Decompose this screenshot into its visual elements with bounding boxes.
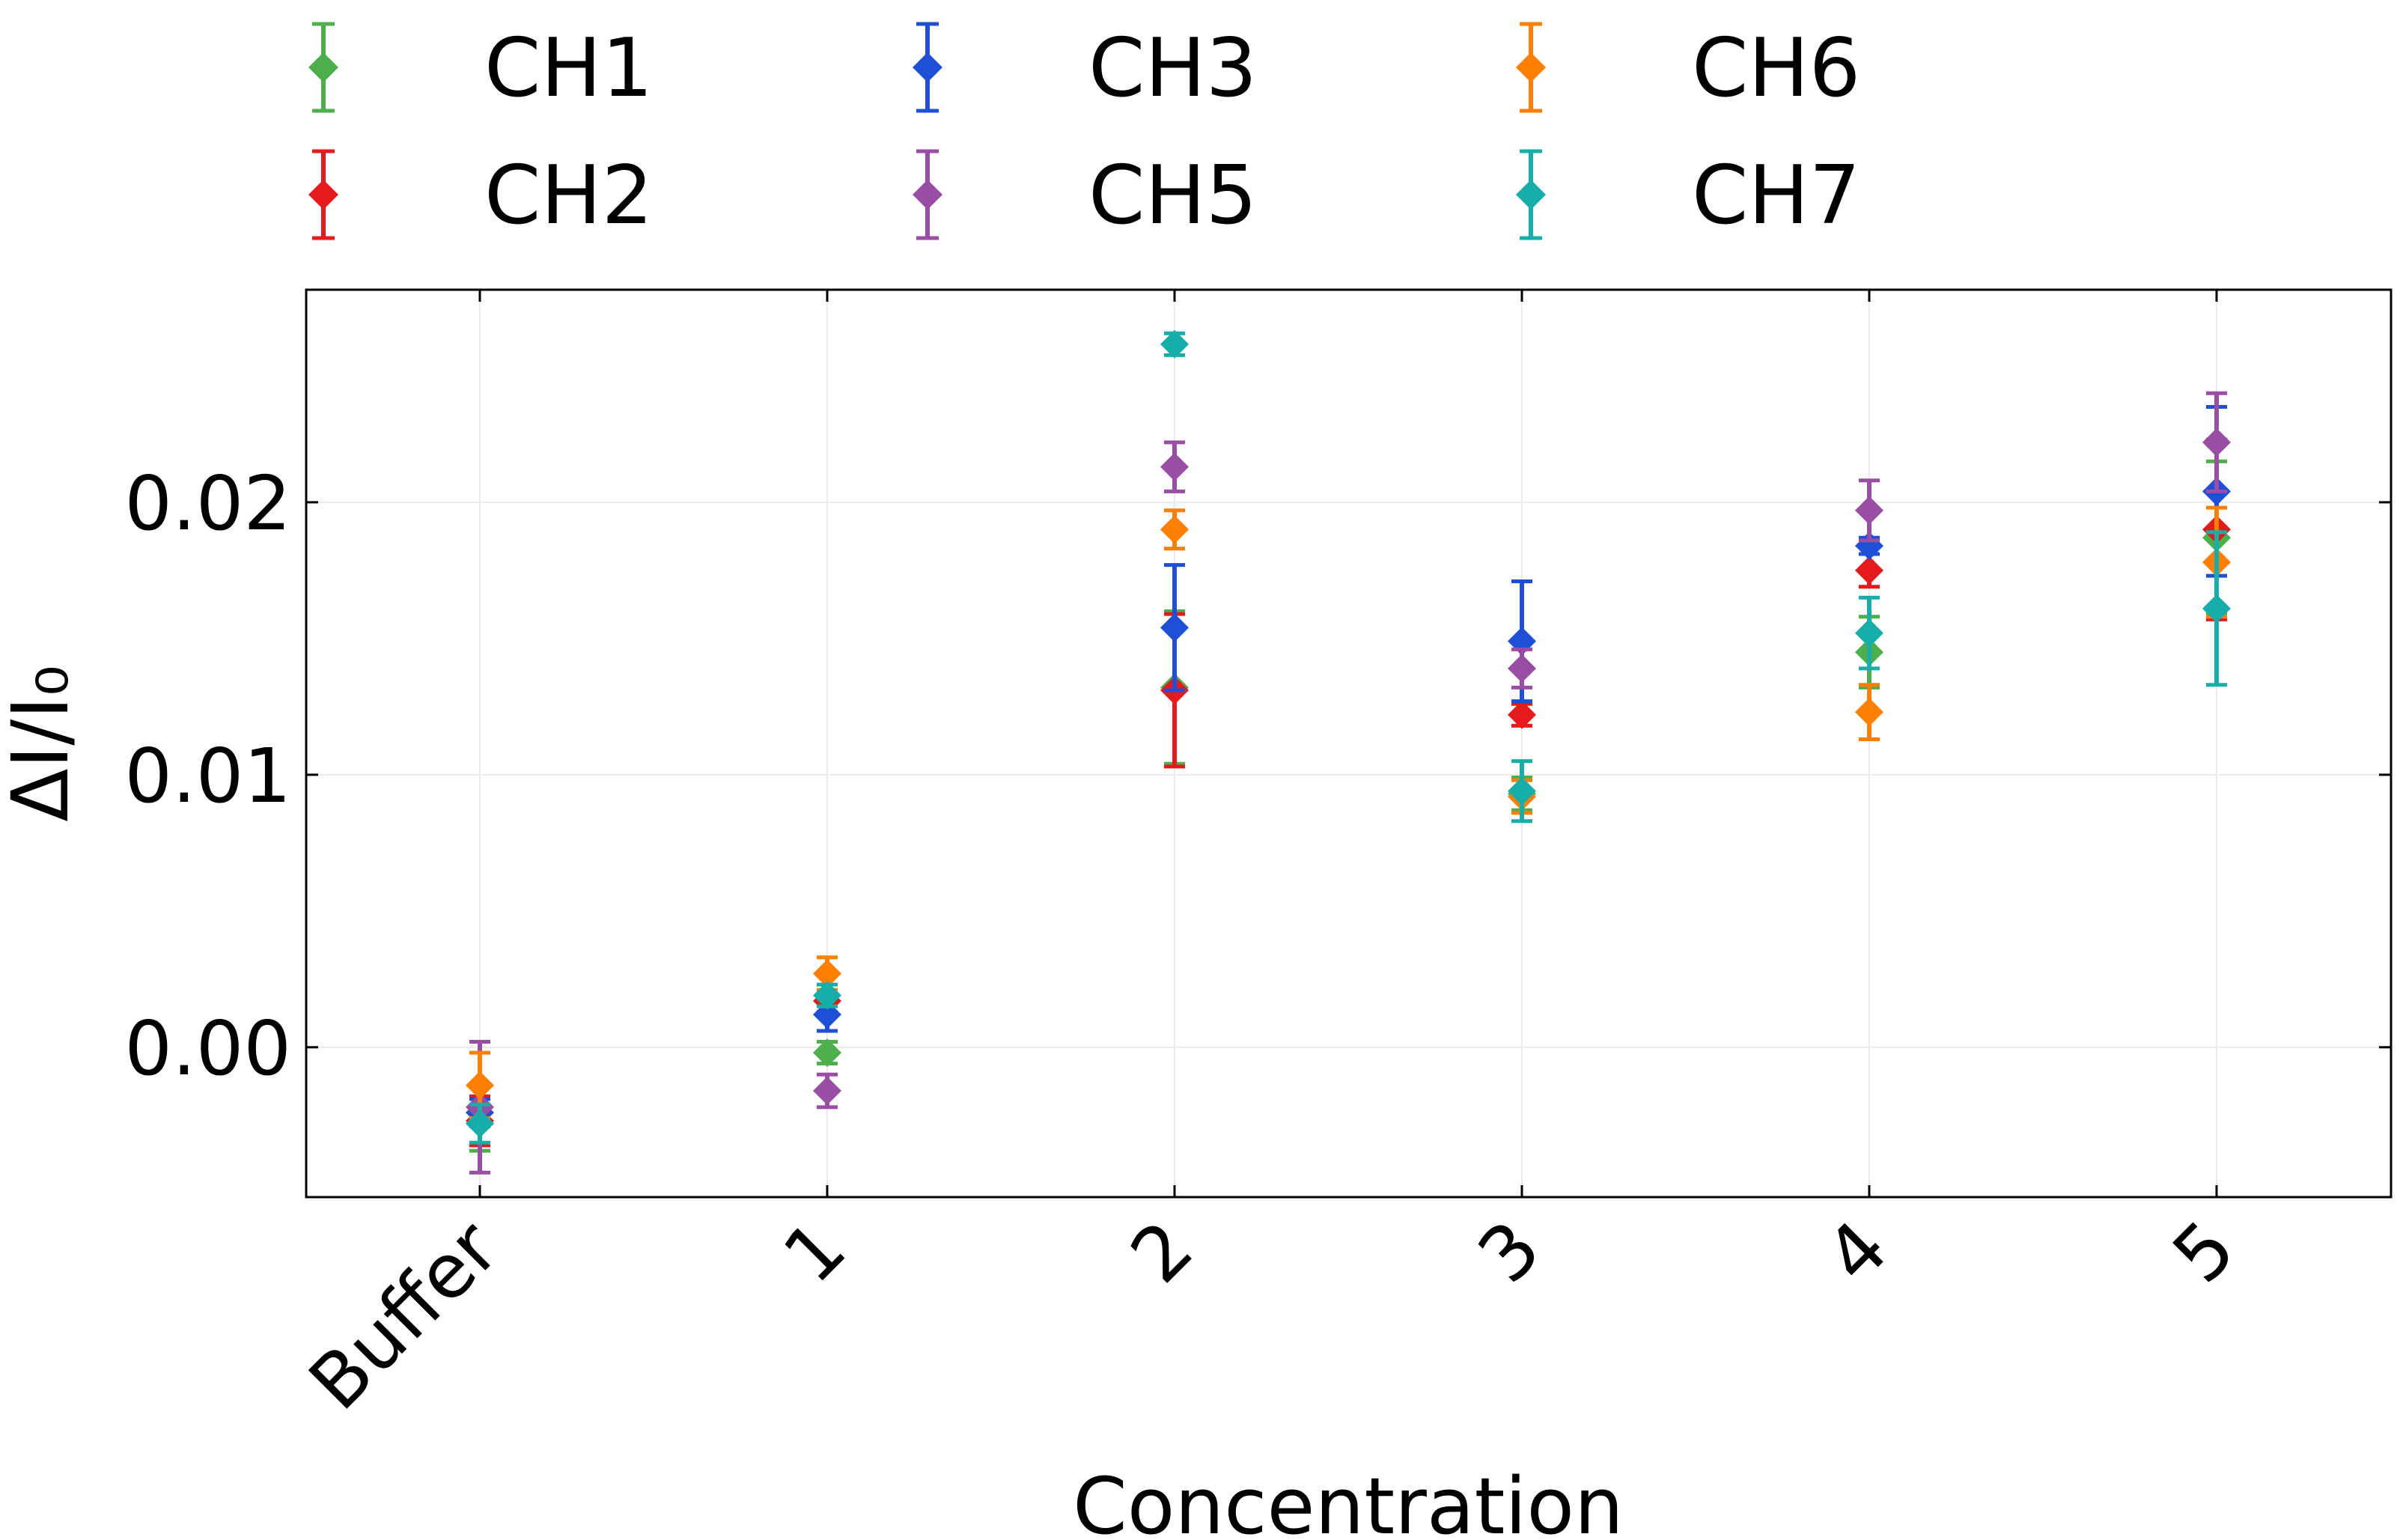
legend-marker: [308, 52, 338, 82]
x-tick-label: 1: [767, 1204, 862, 1300]
data-point: [1855, 556, 1883, 585]
ticks: [306, 290, 2391, 1197]
data-point: [1160, 452, 1189, 481]
y-tick-labels: 0.00 0.01 0.02: [124, 460, 291, 1092]
legend-marker: [913, 52, 942, 82]
legend-item-ch5: CH5: [913, 149, 1257, 243]
data-point: [813, 1077, 841, 1106]
plot-frame: [305, 288, 2393, 1199]
series-layer: [466, 329, 2231, 1175]
legend-label: CH6: [1692, 22, 1860, 115]
legend-label: CH7: [1692, 149, 1860, 243]
data-point: [466, 1071, 494, 1100]
data-point: [1160, 329, 1189, 359]
series-ch6: [466, 505, 2231, 1120]
legend-item-ch7: CH7: [1516, 149, 1860, 243]
legend-label: CH1: [484, 22, 653, 115]
legend-label: CH2: [484, 149, 653, 243]
x-tick-label: 3: [1461, 1204, 1557, 1300]
data-point: [1160, 515, 1189, 544]
x-axis-title: Concentration: [1073, 1461, 1624, 1540]
data-point: [1855, 618, 1883, 648]
data-point: [813, 1038, 841, 1068]
series-ch3: [466, 405, 2231, 1128]
legend-label: CH3: [1088, 22, 1257, 115]
data-point: [1508, 654, 1536, 683]
y-tick-label: 0.00: [124, 1005, 291, 1092]
data-point: [466, 1109, 494, 1138]
legend-marker: [913, 180, 942, 210]
x-tick-label: 4: [1809, 1204, 1904, 1300]
legend-item-ch3: CH3: [913, 22, 1257, 115]
legend-marker: [1516, 52, 1546, 82]
legend-label: CH5: [1088, 149, 1257, 243]
y-tick-label: 0.01: [124, 732, 291, 820]
data-point: [1508, 776, 1536, 806]
legend-item-ch1: CH1: [308, 22, 653, 115]
data-point: [813, 959, 841, 988]
series-ch5: [466, 391, 2231, 1175]
x-tick-labels: Buffer 1 2 3 4 5: [293, 1204, 2252, 1427]
data-point: [1855, 698, 1883, 727]
y-tick-label: 0.02: [124, 460, 291, 547]
legend: CH1 CH3 CH6 CH2 CH5 CH7: [308, 22, 1860, 243]
data-point: [813, 981, 841, 1010]
legend-item-ch6: CH6: [1516, 22, 1860, 115]
y-axis-title: ΔI/I₀: [0, 665, 86, 821]
x-tick-label: 5: [2156, 1204, 2252, 1300]
data-point: [1508, 700, 1536, 729]
x-tick-label: 2: [1114, 1204, 1210, 1300]
data-point: [2202, 594, 2231, 623]
x-tick-label: Buffer: [293, 1204, 516, 1427]
grid: [306, 290, 2391, 1197]
legend-marker: [1516, 180, 1546, 210]
legend-item-ch2: CH2: [308, 149, 653, 243]
data-point: [1160, 613, 1189, 642]
data-point: [1855, 496, 1883, 525]
series-ch2: [466, 437, 2231, 1148]
data-point: [2202, 427, 2231, 457]
legend-marker: [308, 180, 338, 210]
series-ch7: [466, 329, 2231, 1145]
